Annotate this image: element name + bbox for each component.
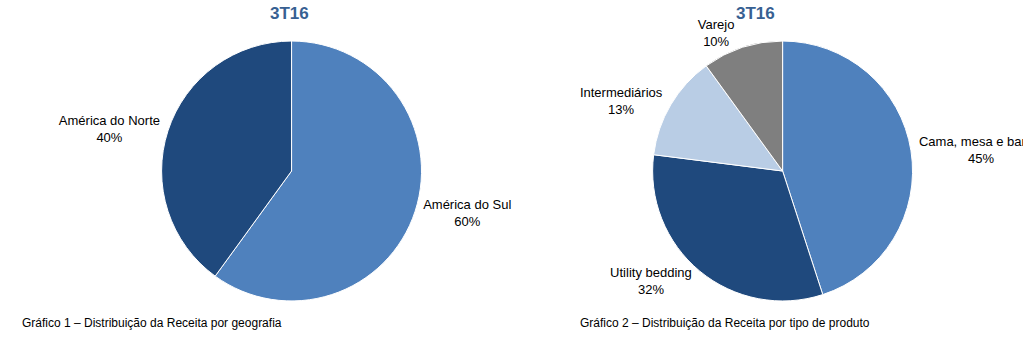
svg-text:Cama, mesa e banho45%: Cama, mesa e banho45%: [919, 134, 1023, 166]
svg-text:América do Sul60%: América do Sul60%: [423, 197, 511, 229]
svg-text:Gráfico 2 – Distribuição da Re: Gráfico 2 – Distribuição da Receita por …: [580, 316, 870, 330]
svg-text:Gráfico 1 – Distribuição da Re: Gráfico 1 – Distribuição da Receita por …: [22, 316, 282, 330]
svg-text:Utility bedding32%: Utility bedding32%: [610, 265, 692, 297]
svg-text:3T16: 3T16: [270, 4, 309, 23]
svg-text:Varejo10%: Varejo10%: [698, 17, 735, 49]
svg-text:3T16: 3T16: [736, 4, 775, 23]
svg-text:Intermediários13%: Intermediários13%: [580, 85, 663, 117]
svg-text:América do Norte40%: América do Norte40%: [59, 113, 160, 145]
